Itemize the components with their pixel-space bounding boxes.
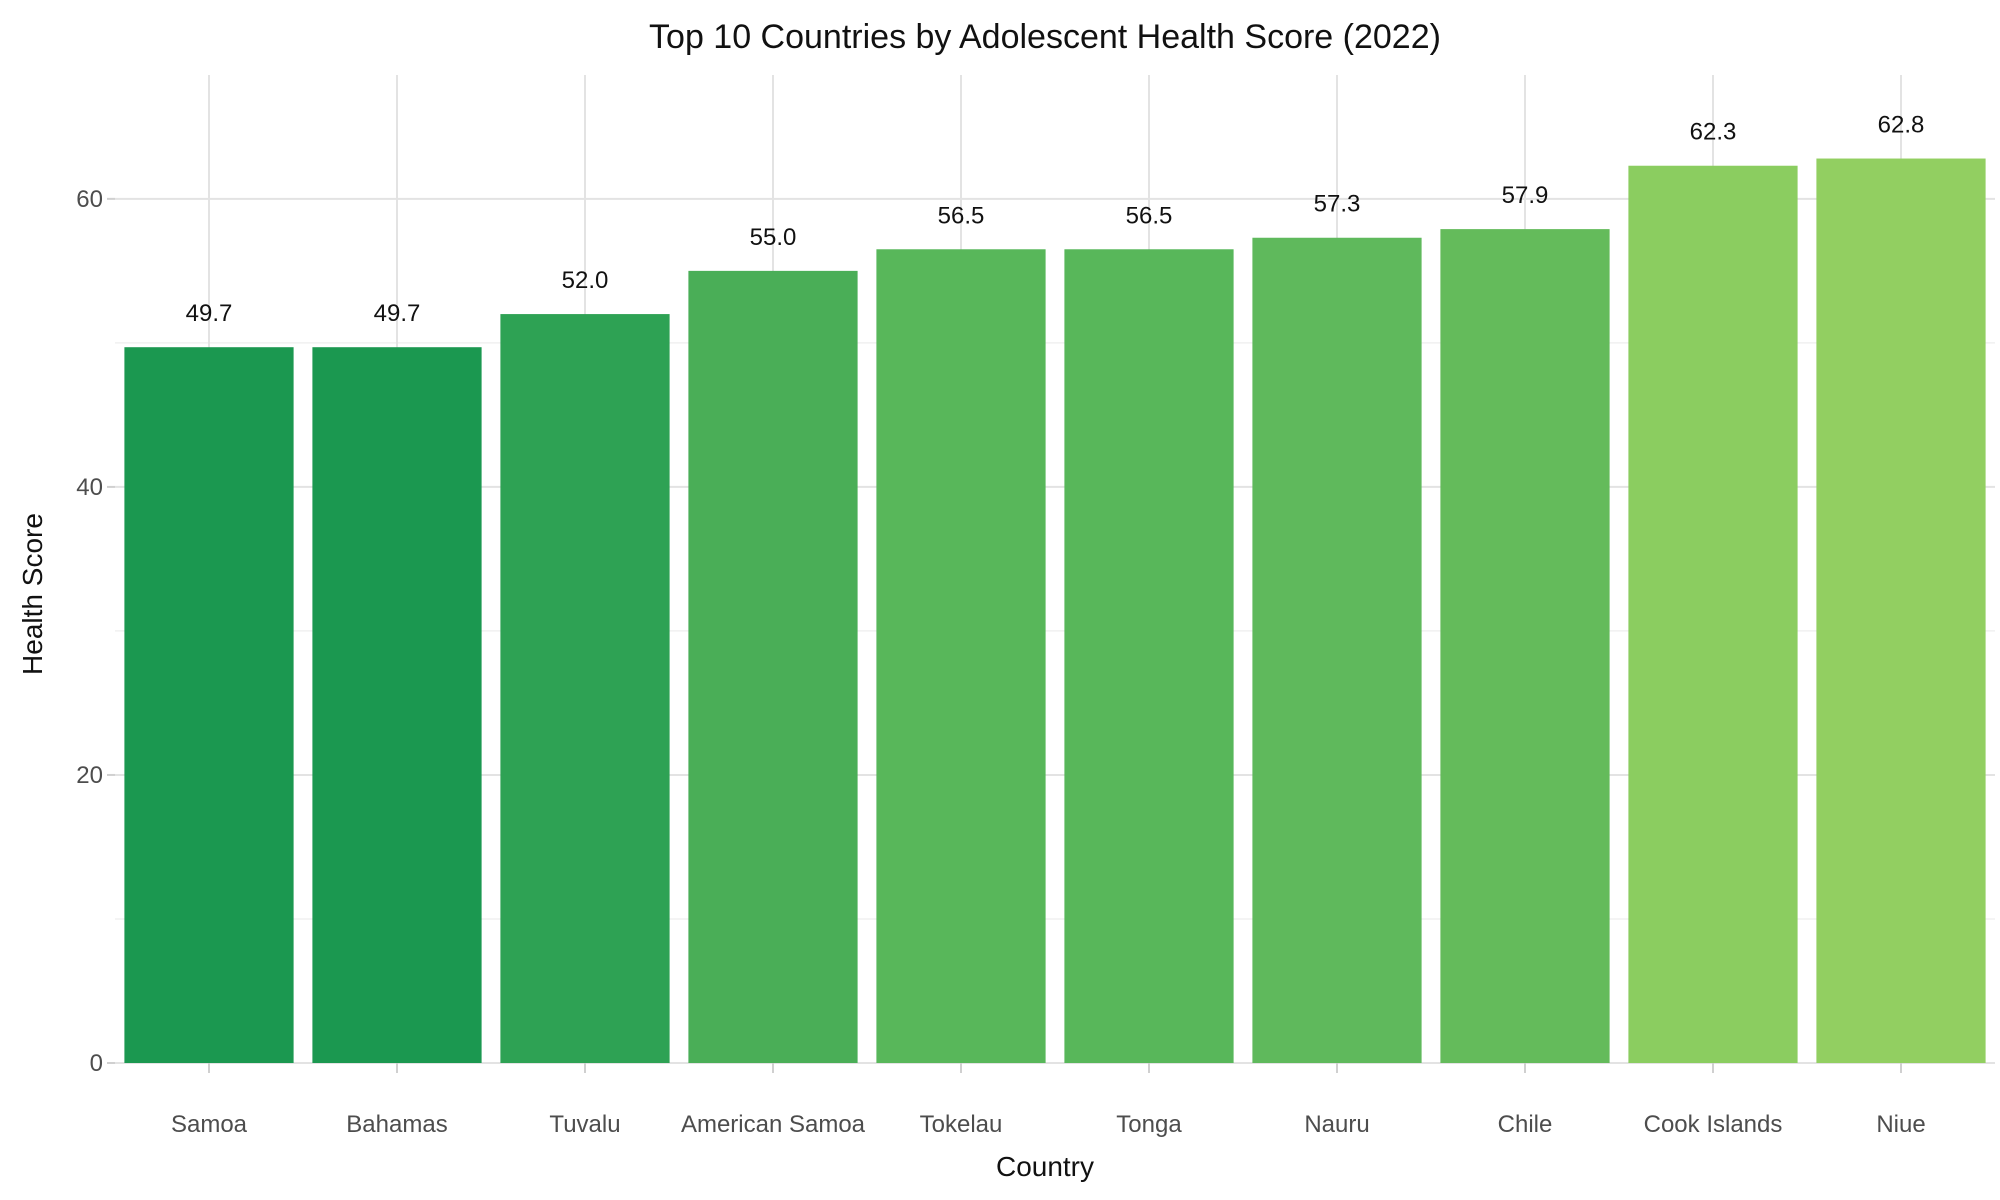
bar	[1440, 229, 1610, 1063]
bar	[1252, 237, 1422, 1064]
x-tick-label: Samoa	[171, 1111, 248, 1138]
bar	[124, 347, 294, 1063]
data-label: 62.8	[1878, 112, 1925, 139]
data-label: 52.0	[562, 267, 609, 294]
y-tick-label: 60	[76, 186, 103, 213]
bar	[1816, 158, 1986, 1064]
data-labels-layer: 49.7 49.7 52.0 55.0 56.5 56.5 57.3 57.9 62.3 62.8	[186, 112, 1925, 328]
data-label: 57.9	[1502, 182, 1549, 209]
x-tick-label: Tonga	[1116, 1111, 1182, 1138]
x-tick-label: Chile	[1498, 1111, 1553, 1138]
x-tick-label: American Samoa	[681, 1111, 866, 1138]
data-label: 49.7	[374, 300, 421, 327]
chart-title: Top 10 Countries by Adolescent Health Sc…	[649, 18, 1441, 56]
bar	[688, 270, 858, 1064]
bar	[312, 347, 482, 1063]
axis-layer: 0 20 40 60 Samoa Bahamas Tuvalu American Samoa T…	[76, 186, 1925, 1138]
data-label: 55.0	[750, 224, 797, 251]
x-tick-label: Niue	[1876, 1111, 1925, 1138]
data-label: 62.3	[1690, 119, 1737, 146]
bar	[1064, 249, 1234, 1064]
x-tick-label: Tuvalu	[549, 1111, 620, 1138]
x-tick-label: Tokelau	[920, 1111, 1003, 1138]
x-tick-label: Cook Islands	[1644, 1111, 1783, 1138]
data-label: 56.5	[938, 202, 985, 229]
y-tick-label: 0	[90, 1050, 103, 1077]
y-tick-label: 40	[76, 474, 103, 501]
x-tick-label: Bahamas	[346, 1111, 447, 1138]
y-axis-title: Health Score	[17, 513, 48, 675]
data-label: 57.3	[1314, 191, 1361, 218]
y-tick-label: 20	[76, 762, 103, 789]
data-label: 49.7	[186, 300, 233, 327]
bars-layer	[124, 158, 1986, 1064]
x-tick-label: Nauru	[1304, 1111, 1369, 1138]
bar	[500, 314, 670, 1063]
bar	[876, 249, 1046, 1064]
bar	[1628, 165, 1798, 1064]
x-axis-title: Country	[996, 1151, 1094, 1182]
data-label: 56.5	[1126, 202, 1173, 229]
